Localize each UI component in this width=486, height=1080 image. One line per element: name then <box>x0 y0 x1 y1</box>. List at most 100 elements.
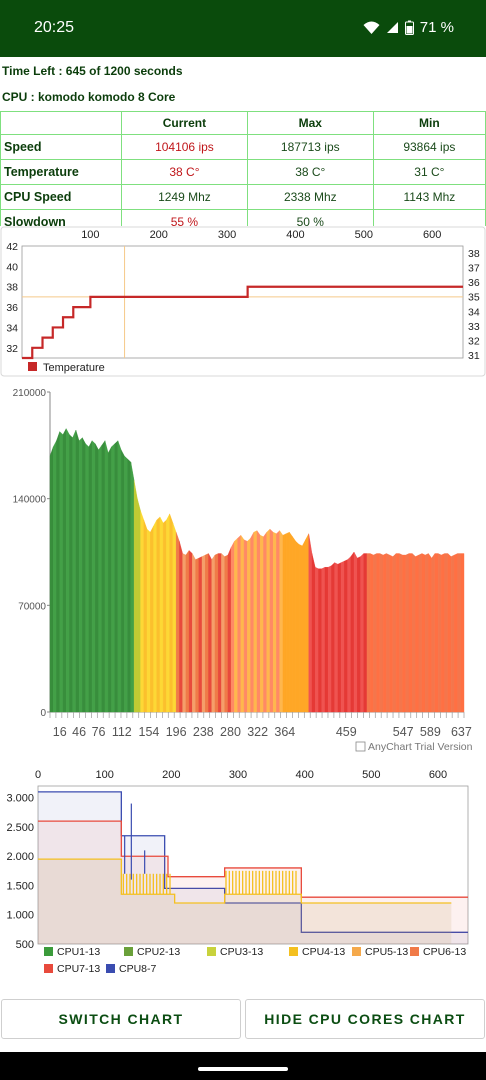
x-tick-label: 600 <box>423 229 441 241</box>
speed-area-segment <box>321 566 326 713</box>
speed-area-segment <box>59 431 64 713</box>
watermark: AnyChart Trial Version <box>368 741 473 753</box>
legend-label: CPU5-13 <box>365 946 408 958</box>
y-tick-label-left: 40 <box>6 261 18 273</box>
y-tick-label: 3.000 <box>6 793 34 805</box>
speed-area-segment <box>169 513 174 713</box>
speed-area-segment <box>418 553 423 713</box>
speed-area-segment <box>188 550 193 713</box>
speed-area-segment <box>217 553 222 713</box>
speed-area-segment <box>143 519 148 713</box>
y-tick-label-left: 42 <box>6 241 18 253</box>
x-tick-label: 459 <box>336 725 357 739</box>
speed-area-segment <box>195 557 199 713</box>
battery-icon <box>404 20 414 35</box>
series-line <box>38 858 452 904</box>
header-max: Max <box>246 111 374 135</box>
temperature-chart[interactable]: 100 200 300 400 500 600 42 40 38 36 34 32 38 37 36 35 34… <box>0 226 486 378</box>
speed-area-segment <box>282 533 287 713</box>
status-bar: 20:25 71 % <box>0 0 486 57</box>
speed-area-segment <box>75 430 80 713</box>
speed-area-segment <box>137 498 141 713</box>
series-line <box>38 820 468 898</box>
cpu-speed-current: 1249 Mhz <box>121 184 248 210</box>
cpu-cores-chart[interactable]: 0 100 200 300 400 500 600 3.000 2.500 2.000 1.500 1… <box>0 764 486 984</box>
y-tick-label-right: 36 <box>468 277 480 289</box>
y-tick-label-right: 32 <box>468 335 480 347</box>
legend-label: CPU2-13 <box>137 946 180 958</box>
temperature-chart-svg: 100 200 300 400 500 600 42 40 38 36 34 32 38 37 36 35 34… <box>0 226 486 377</box>
table-row-temperature: Temperature 38 C° 38 C° 31 C° <box>0 159 486 185</box>
speed-area-segment <box>460 553 465 713</box>
speed-area-segment <box>370 553 374 713</box>
speed-area-segment <box>266 528 271 713</box>
x-tick-label: 196 <box>166 725 187 739</box>
speed-chart[interactable]: 210000 140000 70000 0 16 46 76 112 154 196 238 280 3… <box>0 384 486 756</box>
speed-area-segment <box>457 553 461 713</box>
y-tick-label: 210000 <box>13 388 47 399</box>
speed-area-segment <box>253 530 258 713</box>
speed-area-segment <box>285 531 290 713</box>
x-tick-label: 280 <box>220 725 241 739</box>
speed-area-segment <box>179 541 183 713</box>
temperature-min: 31 C° <box>372 159 486 185</box>
speed-area-segment <box>250 532 254 713</box>
speed-area-segment <box>269 528 274 713</box>
speed-area-segment <box>263 531 267 713</box>
cpu-cores-chart-svg: 0 100 200 300 400 500 600 3.000 2.500 2.000 1.500 1… <box>6 769 469 975</box>
speed-area-segment <box>428 552 432 713</box>
speed-area-segment <box>315 566 319 713</box>
speed-area-segment <box>166 513 170 713</box>
speed-area-segment <box>82 437 86 713</box>
speed-area-segment <box>327 565 332 713</box>
x-tick-label: 547 <box>393 725 414 739</box>
speed-area-segment <box>392 553 397 713</box>
speed-area-segment <box>69 434 73 713</box>
header-empty <box>0 111 122 135</box>
speed-area-segment <box>208 553 212 713</box>
speed-area-segment <box>172 522 177 713</box>
x-tick-label: 500 <box>355 229 373 241</box>
temperature-line <box>22 285 463 360</box>
speed-area-segment <box>318 568 322 713</box>
y-tick-label-right: 31 <box>468 350 480 362</box>
speed-area-segment <box>49 446 54 713</box>
speed-area-segment <box>260 534 264 713</box>
series-area <box>38 859 452 944</box>
speed-area-segment <box>441 553 445 713</box>
legend-swatch <box>44 947 53 956</box>
speed-area-segment <box>360 553 364 713</box>
speed-area-segment <box>399 553 403 713</box>
speed-area-segment <box>353 551 358 713</box>
row-label: Speed <box>0 134 122 160</box>
cpu-speed-max: 2338 Mhz <box>246 184 374 210</box>
speed-area-segment <box>363 553 368 713</box>
speed-area-segment <box>198 556 203 713</box>
y-tick-label: 140000 <box>13 495 47 506</box>
x-tick-label: 0 <box>35 769 41 781</box>
home-gesture-handle[interactable] <box>198 1067 288 1071</box>
legend-swatch <box>44 964 53 973</box>
speed-area-segment <box>324 567 329 713</box>
speed-area-segment <box>111 443 115 713</box>
speed-area-segment <box>340 560 345 713</box>
y-tick-label-left: 32 <box>6 343 18 355</box>
speed-area-segment <box>243 539 248 713</box>
switch-chart-button[interactable]: SWITCH CHART <box>1 999 241 1039</box>
wifi-icon <box>363 21 380 34</box>
cpu-name: CPU : komodo komodo 8 Core <box>2 90 176 104</box>
time-left: Time Left : 645 of 1200 seconds <box>2 64 183 78</box>
speed-area-segment <box>205 553 209 713</box>
navigation-bar <box>0 1052 486 1080</box>
speed-area-segment <box>447 553 452 713</box>
x-tick-label: 364 <box>274 725 295 739</box>
speed-current: 104106 ips <box>121 134 248 160</box>
speed-area-segment <box>153 519 157 713</box>
hide-cpu-cores-chart-button[interactable]: HIDE CPU CORES CHART <box>245 999 485 1039</box>
speed-area-segment <box>234 537 238 713</box>
speed-area-segment <box>276 530 280 713</box>
speed-area-segment <box>240 534 245 713</box>
speed-area-segment <box>91 440 96 713</box>
speed-area-segment <box>53 440 57 713</box>
legend-label: Temperature <box>43 362 105 374</box>
